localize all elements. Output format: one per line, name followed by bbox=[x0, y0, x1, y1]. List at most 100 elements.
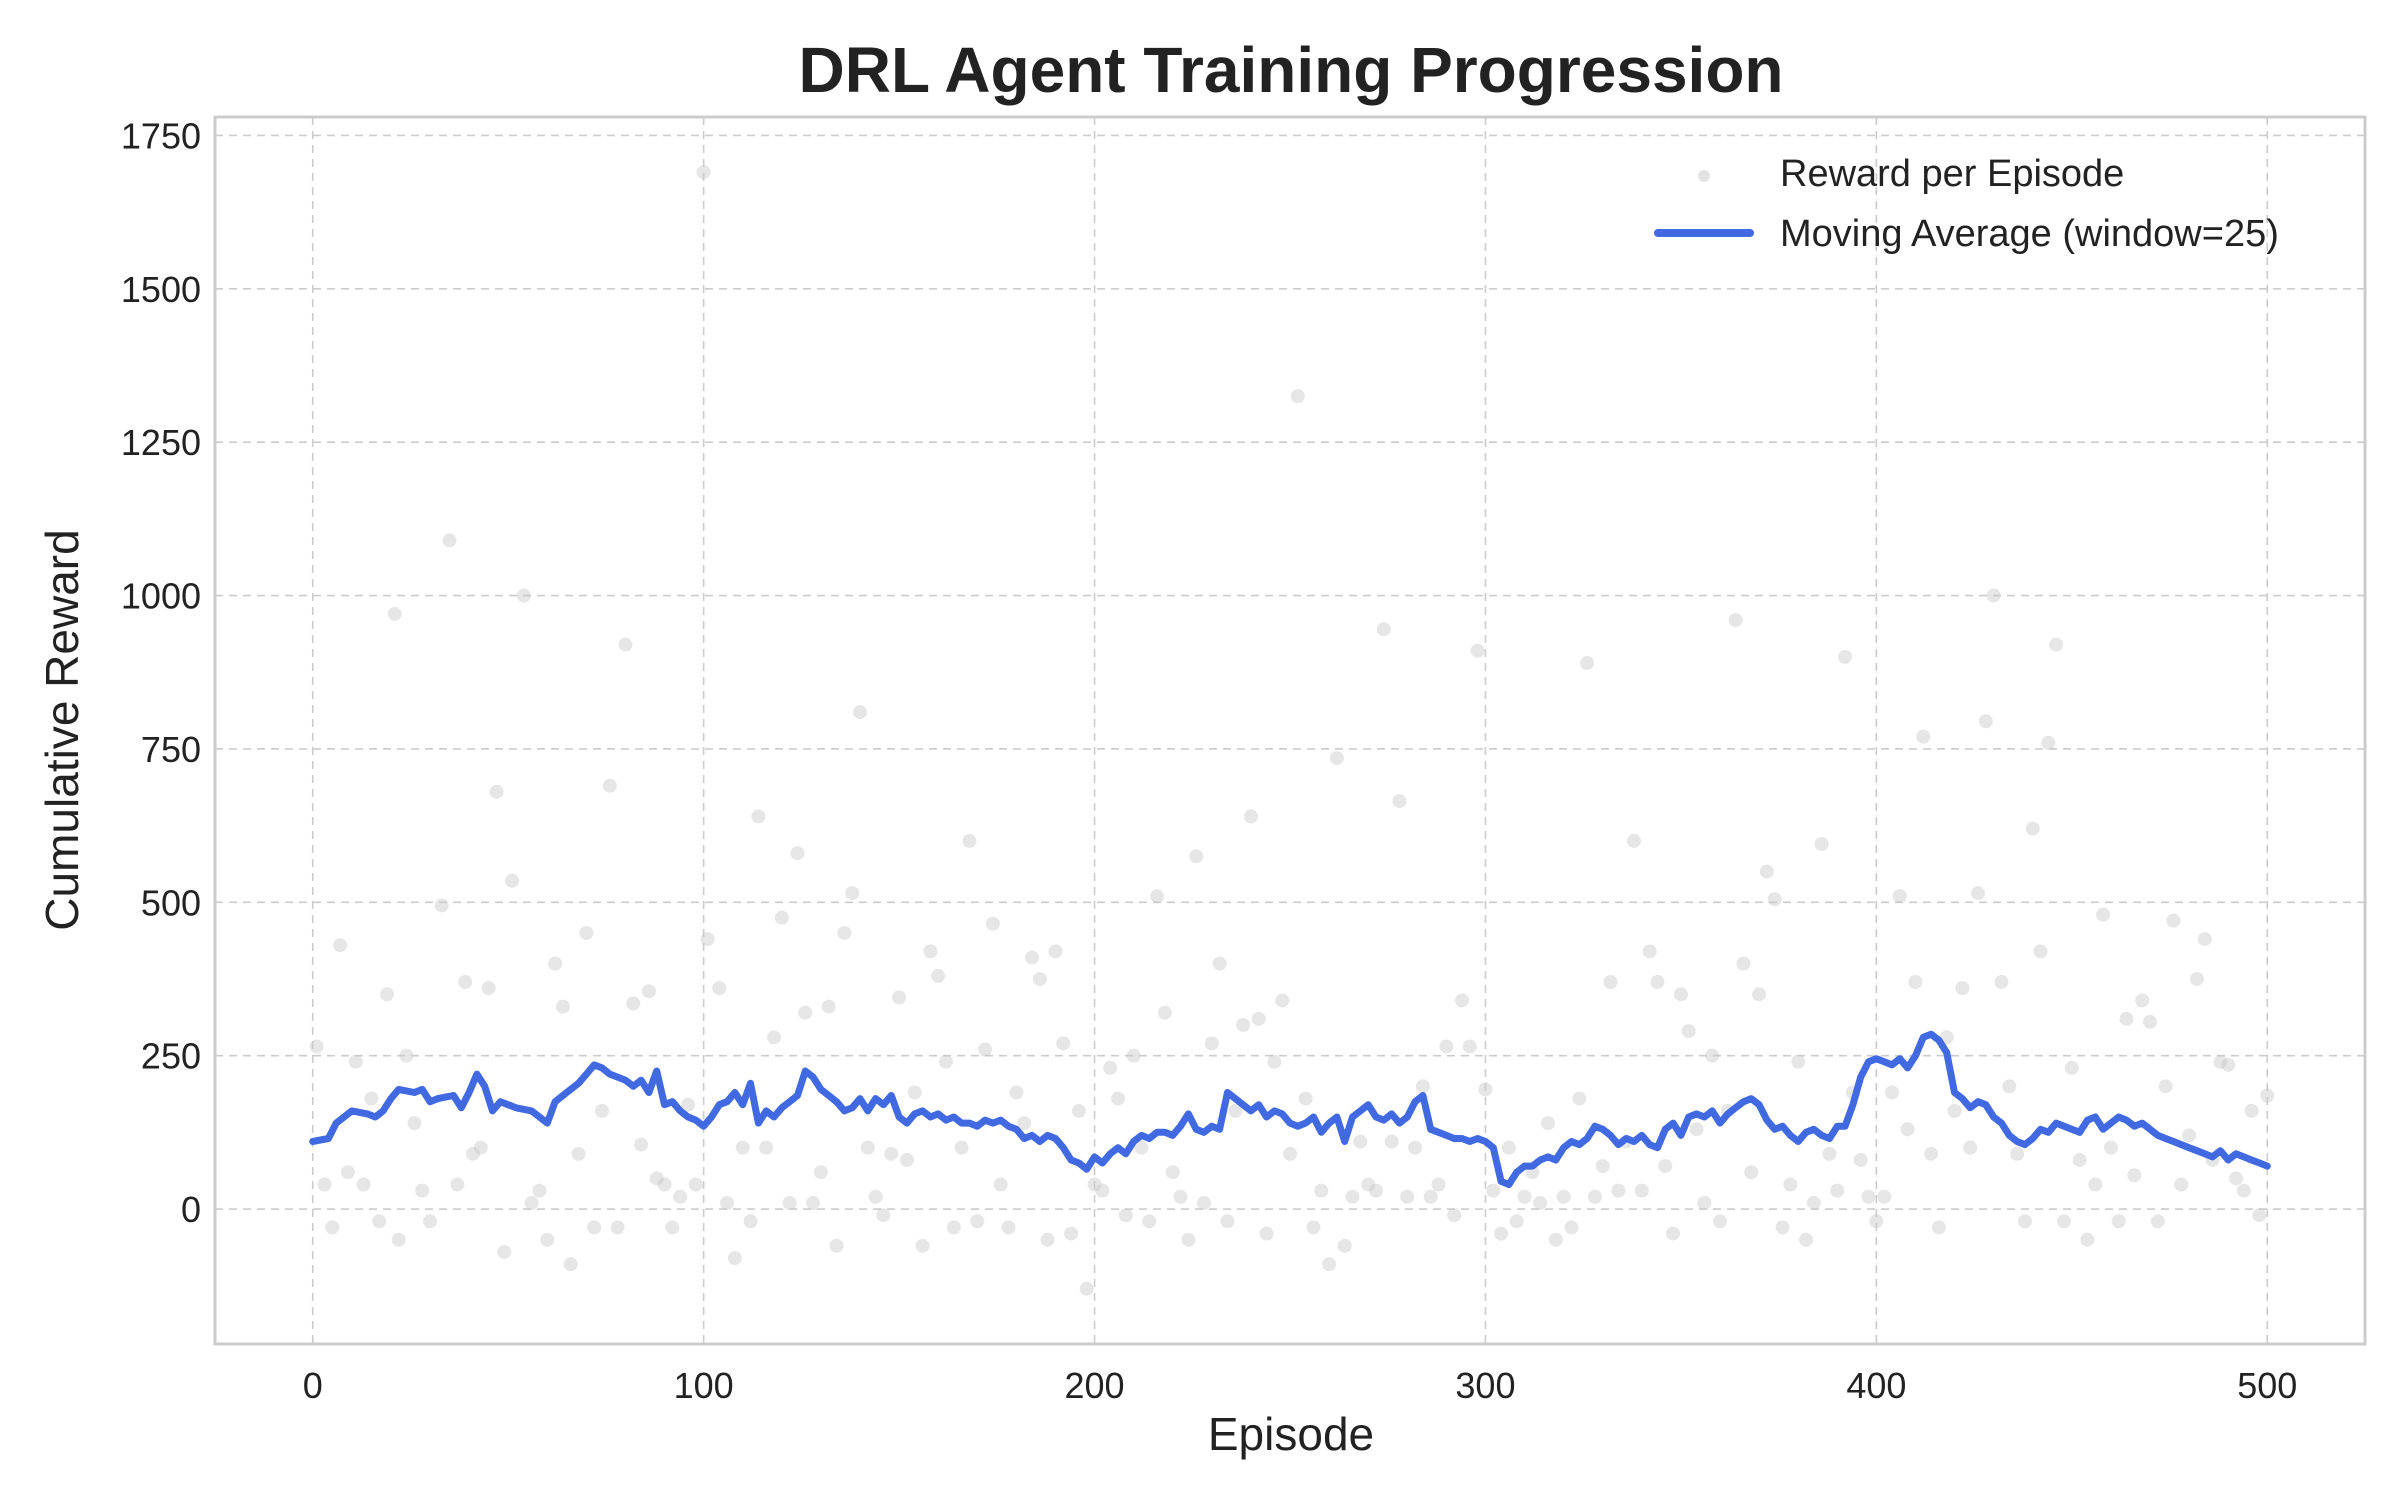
reward-point bbox=[1666, 1226, 1681, 1241]
chart-title: DRL Agent Training Progression bbox=[799, 34, 1784, 106]
reward-point bbox=[1251, 1011, 1266, 1026]
reward-point bbox=[1439, 1039, 1454, 1054]
reward-point bbox=[540, 1232, 555, 1247]
reward-point bbox=[1986, 588, 2001, 603]
reward-point bbox=[2057, 1214, 2071, 1229]
reward-point bbox=[1157, 1005, 1172, 1020]
reward-point bbox=[1283, 1146, 1297, 1161]
reward-point bbox=[610, 1220, 625, 1235]
reward-point bbox=[1728, 613, 1743, 628]
reward-point bbox=[532, 1183, 547, 1198]
reward-point bbox=[1533, 1195, 1548, 1210]
reward-point bbox=[1095, 1183, 1110, 1198]
reward-point bbox=[524, 1195, 539, 1210]
reward-point bbox=[1744, 1165, 1759, 1180]
legend-label-reward-per-episode: Reward per Episode bbox=[1780, 153, 2124, 195]
reward-point bbox=[1603, 975, 1618, 990]
reward-point bbox=[555, 999, 570, 1014]
legend-label-moving-average: Moving Average (window=25) bbox=[1780, 213, 2279, 255]
reward-point bbox=[1189, 849, 1204, 864]
reward-point bbox=[1462, 1039, 1477, 1054]
reward-point bbox=[497, 1244, 512, 1259]
reward-point bbox=[1806, 1195, 1821, 1210]
y-axis-label: Cumulative Reward bbox=[36, 529, 88, 930]
reward-point bbox=[759, 1140, 774, 1155]
reward-point bbox=[434, 898, 449, 913]
reward-point bbox=[450, 1177, 465, 1192]
reward-point bbox=[1642, 944, 1657, 959]
reward-point bbox=[1017, 1116, 1032, 1131]
reward-point bbox=[681, 1097, 695, 1112]
reward-point bbox=[1243, 809, 1258, 824]
x-axis-label: Episode bbox=[1208, 1408, 1374, 1460]
reward-point bbox=[1759, 864, 1774, 879]
reward-point bbox=[356, 1177, 371, 1192]
y-tick-label: 1250 bbox=[121, 422, 201, 463]
reward-point bbox=[712, 981, 727, 996]
reward-point bbox=[790, 846, 805, 861]
reward-point bbox=[634, 1137, 649, 1152]
reward-point bbox=[1298, 1091, 1313, 1106]
reward-point bbox=[1611, 1183, 1626, 1198]
reward-point bbox=[2158, 1079, 2173, 1094]
reward-point bbox=[696, 165, 711, 180]
reward-point bbox=[1978, 714, 1993, 729]
reward-point bbox=[892, 990, 907, 1005]
reward-point bbox=[1681, 1024, 1696, 1039]
reward-point bbox=[1071, 1103, 1086, 1118]
reward-point bbox=[1228, 1103, 1243, 1118]
reward-point bbox=[1181, 1232, 1196, 1247]
reward-point bbox=[1830, 1183, 1845, 1198]
reward-point bbox=[387, 606, 402, 621]
y-axis-ticks: 0 250 500 750 1000 1250 1500 1750 bbox=[121, 115, 201, 1230]
reward-point bbox=[333, 938, 348, 953]
reward-point bbox=[860, 1140, 875, 1155]
reward-point bbox=[1994, 975, 2009, 990]
reward-point bbox=[1963, 1140, 1978, 1155]
y-tick-label: 250 bbox=[141, 1036, 201, 1077]
y-tick-label: 1000 bbox=[121, 576, 201, 617]
reward-point bbox=[618, 637, 633, 652]
reward-point bbox=[391, 1232, 406, 1247]
x-tick-label: 300 bbox=[1455, 1365, 1515, 1406]
reward-point bbox=[700, 932, 715, 947]
reward-point bbox=[1103, 1060, 1118, 1075]
reward-point bbox=[1345, 1189, 1360, 1204]
reward-point bbox=[985, 916, 1000, 931]
reward-point bbox=[1064, 1226, 1079, 1241]
reward-point bbox=[1501, 1140, 1516, 1155]
reward-point bbox=[2119, 1011, 2134, 1026]
reward-point bbox=[946, 1220, 961, 1235]
reward-point bbox=[1548, 1232, 1563, 1247]
reward-point bbox=[2103, 1140, 2118, 1155]
reward-point bbox=[2135, 993, 2150, 1008]
reward-point bbox=[1415, 1079, 1430, 1094]
reward-point bbox=[641, 984, 656, 999]
reward-point bbox=[954, 1140, 969, 1155]
reward-point bbox=[1361, 1177, 1376, 1192]
x-tick-label: 500 bbox=[2237, 1365, 2297, 1406]
reward-point bbox=[673, 1189, 688, 1204]
reward-point bbox=[2127, 1168, 2142, 1183]
reward-point bbox=[364, 1091, 379, 1106]
reward-point bbox=[516, 588, 531, 603]
reward-point bbox=[735, 1140, 750, 1155]
reward-point bbox=[626, 996, 641, 1011]
reward-point bbox=[1142, 1214, 1157, 1229]
reward-point bbox=[1486, 1183, 1501, 1198]
reward-point bbox=[845, 886, 860, 901]
reward-point bbox=[458, 975, 473, 990]
reward-point bbox=[2088, 1177, 2103, 1192]
reward-point bbox=[727, 1251, 742, 1266]
x-tick-label: 400 bbox=[1846, 1365, 1906, 1406]
reward-point bbox=[993, 1177, 1008, 1192]
reward-point bbox=[2213, 1054, 2228, 1069]
reward-point bbox=[2064, 1060, 2079, 1075]
reward-point bbox=[1470, 643, 1485, 658]
reward-point bbox=[2236, 1183, 2251, 1198]
reward-point bbox=[884, 1146, 899, 1161]
reward-point bbox=[602, 778, 617, 793]
reward-point bbox=[548, 956, 563, 971]
